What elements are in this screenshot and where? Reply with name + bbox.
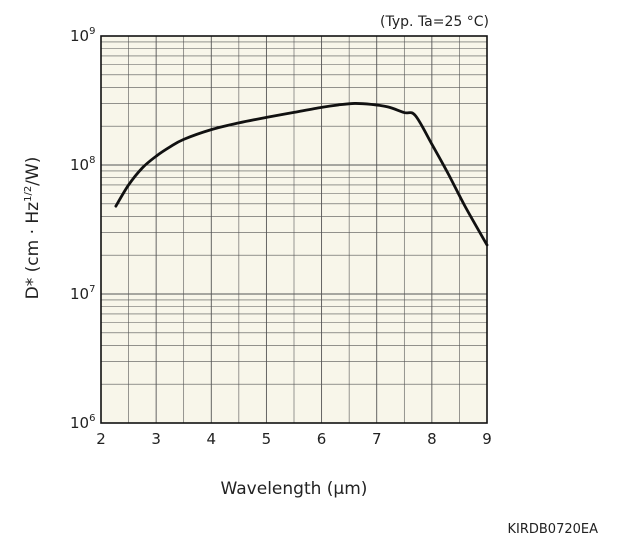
y-axis-title-end: /W) [23, 157, 43, 186]
y-axis-title-sup: 1/2 [23, 186, 34, 202]
condition-note: (Typ. Ta=25 °C) [380, 14, 489, 30]
x-tick-labels: 2 3 4 5 6 7 8 9 [96, 430, 492, 448]
x-tick-label: 4 [207, 430, 217, 448]
x-tick-label: 8 [427, 430, 437, 448]
y-axis-title: D* (cm · Hz1/2/W) [23, 157, 43, 300]
y-tick-label: 108 [70, 155, 95, 174]
figure-code: KIRDB0720EA [507, 522, 598, 537]
x-tick-label: 3 [151, 430, 161, 448]
y-tick-label: 109 [70, 26, 95, 45]
x-tick-label: 6 [317, 430, 327, 448]
plot-frame [100, 35, 488, 424]
x-tick-label: 5 [262, 430, 272, 448]
y-tick-label: 107 [70, 284, 95, 303]
y-axis-title-base: D* (cm · Hz [23, 202, 43, 300]
series-line [114, 102, 489, 247]
y-tick-label: 106 [70, 413, 95, 432]
x-tick-label: 7 [372, 430, 382, 448]
x-tick-label: 2 [96, 430, 106, 448]
x-axis-title: Wavelength (µm) [221, 479, 368, 499]
y-tick-labels: 106 107 108 109 [70, 26, 95, 432]
x-tick-label: 9 [482, 430, 492, 448]
